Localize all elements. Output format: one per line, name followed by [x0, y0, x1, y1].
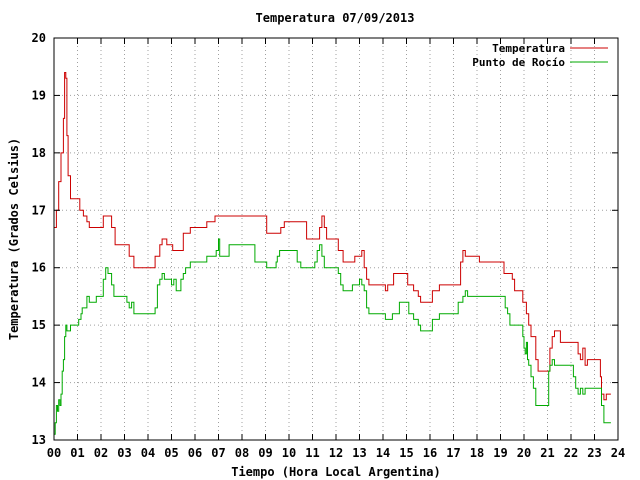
- y-axis-ticks: 13 14 15 16 17 18 19 20: [32, 31, 618, 447]
- x-tick-label: 21: [540, 446, 554, 460]
- x-tick-label: 08: [235, 446, 249, 460]
- series-line-temperatura: [54, 72, 611, 401]
- x-tick-label: 22: [564, 446, 578, 460]
- x-tick-label: 03: [117, 446, 131, 460]
- y-tick-label: 15: [32, 318, 46, 332]
- x-tick-label: 13: [352, 446, 366, 460]
- x-tick-label: 10: [282, 446, 296, 460]
- x-tick-label: 14: [376, 446, 390, 460]
- x-tick-label: 17: [446, 446, 460, 460]
- x-tick-label: 09: [258, 446, 272, 460]
- x-tick-label: 15: [399, 446, 413, 460]
- x-tick-label: 19: [493, 446, 507, 460]
- x-tick-label: 18: [470, 446, 484, 460]
- x-tick-label: 12: [329, 446, 343, 460]
- x-tick-label: 24: [611, 446, 625, 460]
- x-tick-label: 20: [517, 446, 531, 460]
- x-axis-label: Tiempo (Hora Local Argentina): [231, 465, 441, 479]
- x-tick-label: 04: [141, 446, 155, 460]
- x-tick-label: 23: [587, 446, 601, 460]
- x-tick-label: 16: [423, 446, 437, 460]
- y-tick-label: 17: [32, 203, 46, 217]
- x-axis-ticks: 00 01 02 03 04 05 06 07 08 09 10 11 12 13 14 15 16 17 18 19…: [47, 38, 625, 460]
- y-axis-label: Temperatura (Grados Celsius): [7, 138, 21, 340]
- x-tick-label: 05: [164, 446, 178, 460]
- x-tick-label: 01: [70, 446, 84, 460]
- legend-label-temperatura: Temperatura: [492, 42, 565, 55]
- x-tick-label: 07: [211, 446, 225, 460]
- x-tick-label: 00: [47, 446, 61, 460]
- y-tick-label: 16: [32, 261, 46, 275]
- y-tick-label: 20: [32, 31, 46, 45]
- x-tick-label: 02: [94, 446, 108, 460]
- x-tick-label: 11: [305, 446, 319, 460]
- x-tick-label: 06: [188, 446, 202, 460]
- y-tick-label: 14: [32, 376, 46, 390]
- y-tick-label: 13: [32, 433, 46, 447]
- legend: Temperatura Punto de Rocío: [472, 42, 608, 69]
- legend-label-punto-de-rocio: Punto de Rocío: [472, 56, 565, 69]
- y-tick-label: 18: [32, 146, 46, 160]
- chart-title: Temperatura 07/09/2013: [256, 11, 415, 25]
- series-lines: [54, 72, 611, 435]
- series-line-punto-de-rocio: [54, 238, 611, 435]
- y-tick-label: 19: [32, 88, 46, 102]
